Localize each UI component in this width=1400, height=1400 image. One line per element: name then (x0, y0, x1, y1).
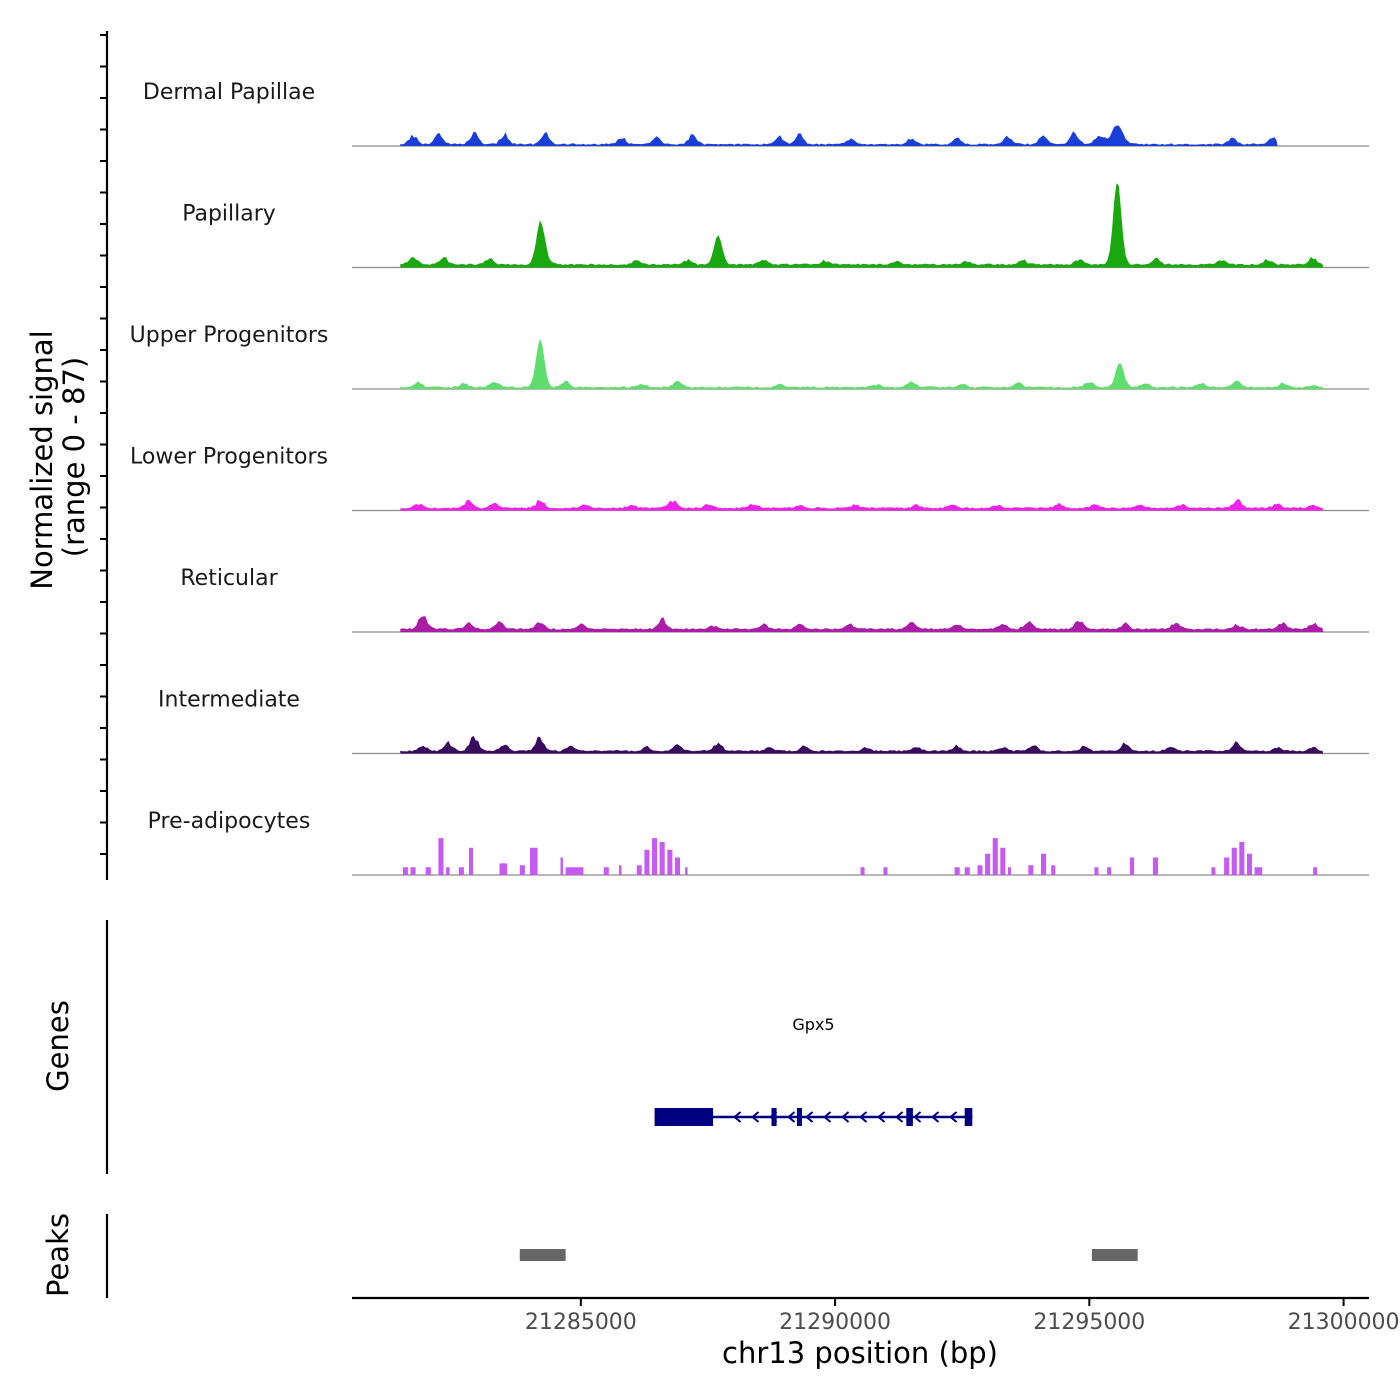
gene-gpx5: Gpx5 (654, 1015, 973, 1126)
strand-arrow (948, 1111, 958, 1123)
track-label: Intermediate (158, 688, 300, 713)
strand-arrow (858, 1111, 868, 1123)
genes-panel-title: Genes (41, 1000, 75, 1092)
x-tick-label: 21295000 (1033, 1310, 1145, 1335)
track-label: Lower Progenitors (130, 445, 328, 470)
coverage-area (402, 838, 1318, 875)
strand-arrow (822, 1111, 832, 1123)
coverage-area (400, 735, 1324, 754)
x-tick-label: 21285000 (525, 1310, 637, 1335)
coverage-area (400, 616, 1324, 632)
peaks-panel-title: Peaks (41, 1213, 75, 1297)
coverage-y-axis-ticks (100, 34, 107, 855)
coverage-area (400, 498, 1324, 511)
track-label: Upper Progenitors (130, 323, 329, 348)
track-pre-adipocytes: Pre-adipocytes (148, 809, 1369, 876)
x-axis-title: chr13 position (bp) (722, 1336, 998, 1370)
track-dermal-papillae: Dermal Papillae (143, 80, 1369, 147)
strand-arrow (750, 1111, 760, 1123)
track-label: Dermal Papillae (143, 80, 315, 105)
strand-arrow (912, 1111, 922, 1123)
coverage-area (400, 183, 1324, 268)
strand-arrow (840, 1111, 850, 1123)
gene-exon (796, 1108, 802, 1126)
strand-arrow (876, 1111, 886, 1123)
x-axis: 21285000 21290000 21295000 21300000 (525, 1298, 1400, 1335)
track-label: Reticular (180, 566, 278, 591)
strand-arrow (894, 1111, 904, 1123)
track-papillary: Papillary (182, 183, 1369, 269)
y-axis-title-line2: (range 0 - 87) (57, 357, 91, 557)
track-lower-progenitors: Lower Progenitors (130, 445, 1369, 512)
coverage-area (400, 338, 1324, 389)
gene-exon (771, 1108, 777, 1126)
track-label: Pre-adipocytes (148, 809, 311, 834)
track-intermediate: Intermediate (158, 688, 1369, 755)
gene-label: Gpx5 (792, 1015, 834, 1034)
peak-region (519, 1249, 566, 1261)
peak-track (519, 1249, 1138, 1261)
strand-arrow (732, 1111, 742, 1123)
strand-arrow (786, 1111, 796, 1123)
peak-region (1091, 1249, 1138, 1261)
gene-exon (654, 1108, 714, 1126)
coverage-tracks: Dermal Papillae Papillary Upper Progenitor… (130, 80, 1369, 876)
coverage-area (400, 125, 1278, 146)
x-tick-label: 21290000 (779, 1310, 891, 1335)
track-upper-progenitors: Upper Progenitors (130, 323, 1369, 390)
track-reticular: Reticular (180, 566, 1369, 633)
gene-track: Gpx5 (654, 1015, 973, 1126)
gene-exon (964, 1108, 973, 1126)
strand-arrow (804, 1111, 814, 1123)
x-tick-label: 21300000 (1288, 1310, 1400, 1335)
strand-arrow (768, 1111, 778, 1123)
track-label: Papillary (182, 202, 276, 227)
y-axis-title-line1: Normalized signal (25, 330, 59, 589)
strand-arrow (930, 1111, 940, 1123)
gene-exon (906, 1108, 913, 1126)
